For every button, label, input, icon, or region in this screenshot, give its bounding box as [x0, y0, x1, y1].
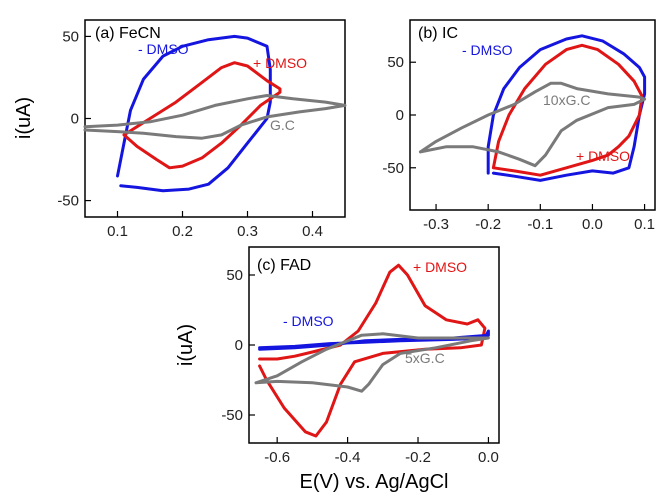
panel-c-label-minus-dmso: - DMSO — [283, 313, 334, 329]
x-tick-label: -0.6 — [264, 449, 290, 466]
x-tick-label: -0.4 — [335, 449, 361, 466]
panel-b-frame — [409, 19, 656, 211]
series-line-2 — [254, 332, 490, 393]
panel-c-label-5xgc: 5xG.C — [405, 350, 445, 366]
y-tick-label: 50 — [387, 54, 404, 71]
panel-b-ic: (b) IC -0.3 -0.2 -0.1 0.0 0.1 -50 0 50 - DMSO 1… — [382, 19, 656, 233]
y-tick-label: -50 — [221, 407, 243, 424]
panel-c-curves — [254, 263, 490, 438]
panel-c-fad: (c) FAD i(uA) E(V) vs. Ag/AgCl -0.6 -0.4-… — [175, 246, 500, 493]
series-line-2 — [418, 81, 647, 168]
panel-c-ticks: -0.6 -0.4 -0.2 0.0 -50 0 50 — [221, 267, 499, 466]
series-line-1 — [491, 43, 644, 177]
x-tick-label: 0.4 — [302, 223, 323, 240]
x-tick-label: 0.2 — [172, 223, 193, 240]
x-tick-label: -0.2 — [405, 449, 431, 466]
y-tick-label: 0 — [71, 111, 79, 128]
panel-b-label-minus-dmso: - DMSO — [462, 42, 513, 58]
series-line-1 — [122, 61, 282, 170]
y-tick-label: 50 — [62, 28, 79, 45]
x-tick-label: 0.0 — [478, 449, 499, 466]
x-tick-label: -0.3 — [423, 216, 449, 233]
y-tick-label: 0 — [235, 337, 243, 354]
series-line-0 — [486, 34, 647, 182]
panel-a-curves — [83, 34, 347, 193]
x-tick-label: 0.0 — [582, 216, 603, 233]
panel-c-label-plus-dmso: + DMSO — [413, 259, 467, 275]
y-tick-label: 0 — [396, 107, 404, 124]
x-tick-label: -0.1 — [527, 216, 553, 233]
panel-a-label-minus-dmso: - DMSO — [138, 41, 189, 57]
series-line-0 — [258, 263, 487, 438]
panel-c-frame — [248, 246, 500, 444]
series-line-0 — [116, 34, 272, 193]
panel-a-fecn: (a) FeCN i(uA) 0.1 0.2 0.3 0.4 -50 0 50 - DMSO… — [13, 19, 347, 240]
panel-a-label-plus-dmso: + DMSO — [253, 55, 307, 71]
panel-c-ylabel: i(uA) — [175, 324, 197, 366]
y-tick-label: -50 — [57, 193, 79, 210]
panel-c-xlabel: E(V) vs. Ag/AgCl — [300, 471, 449, 493]
panel-a-ticks: 0.1 0.2 0.3 0.4 -50 0 50 — [57, 28, 323, 240]
series-line-2 — [83, 94, 347, 140]
panel-b-title: (b) IC — [418, 25, 458, 42]
panel-b-label-10xgc: 10xG.C — [543, 92, 590, 108]
panel-a-title: (a) FeCN — [95, 25, 161, 42]
panel-b-label-plus-dmso: + DMSO — [576, 148, 630, 164]
panel-b-ticks: -0.3 -0.2 -0.1 0.0 0.1 -50 0 50 — [382, 54, 655, 233]
x-tick-label: 0.3 — [237, 223, 258, 240]
x-tick-label: 0.1 — [107, 223, 128, 240]
panel-a-label-gc: G.C — [270, 117, 295, 133]
y-tick-label: -50 — [382, 160, 404, 177]
panel-c-title: (c) FAD — [257, 257, 311, 274]
panel-b-curves — [418, 34, 647, 182]
y-tick-label: 50 — [226, 267, 243, 284]
x-tick-label: 0.1 — [634, 216, 655, 233]
panel-a-ylabel: i(uA) — [13, 97, 35, 139]
x-tick-label: -0.2 — [475, 216, 501, 233]
